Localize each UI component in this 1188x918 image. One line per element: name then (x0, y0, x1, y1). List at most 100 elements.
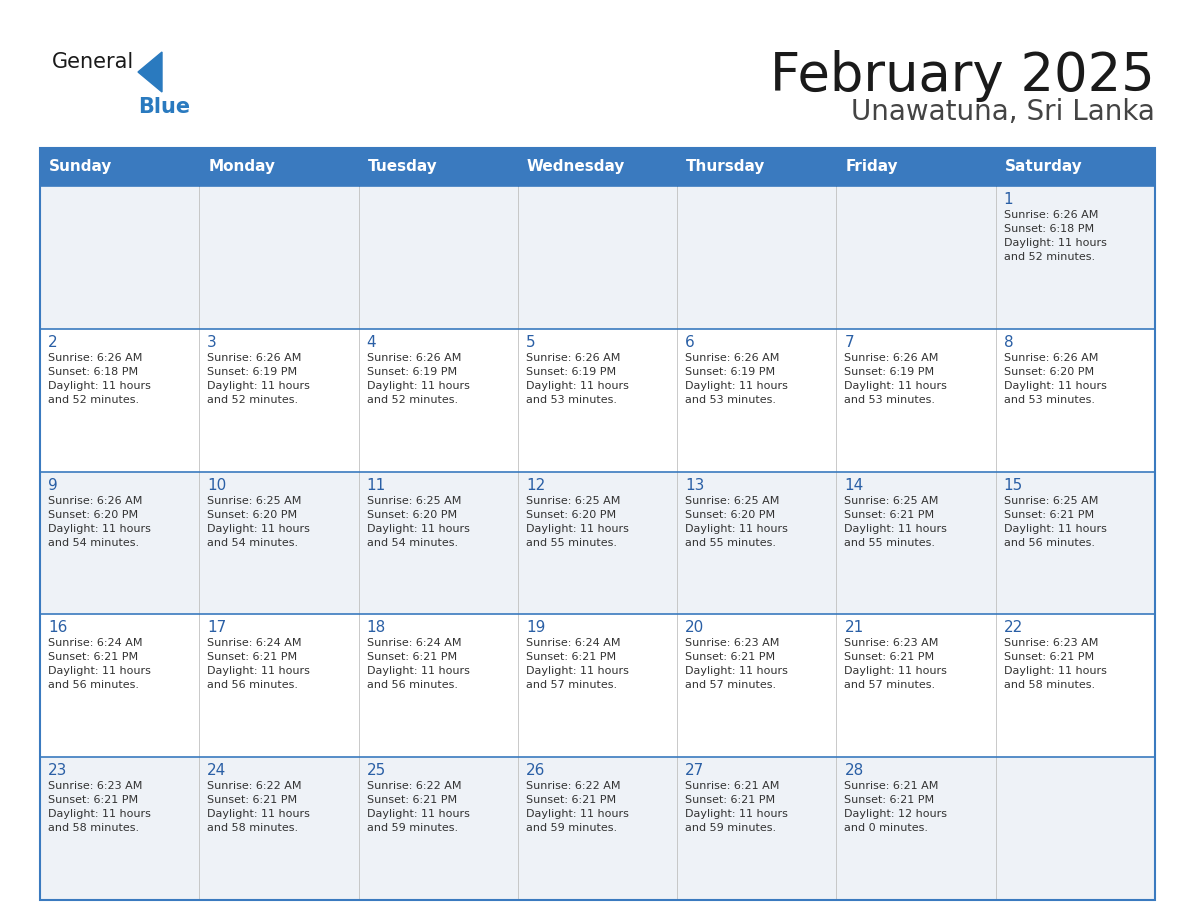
Text: Daylight: 11 hours: Daylight: 11 hours (845, 381, 947, 391)
Text: Daylight: 11 hours: Daylight: 11 hours (207, 809, 310, 819)
Bar (518, 614, 677, 757)
Text: and 54 minutes.: and 54 minutes. (367, 538, 457, 548)
Bar (359, 148, 518, 186)
Text: Sunset: 6:20 PM: Sunset: 6:20 PM (1004, 367, 1094, 376)
Bar (996, 148, 1155, 186)
Text: and 53 minutes.: and 53 minutes. (1004, 395, 1094, 405)
Text: Sunrise: 6:24 AM: Sunrise: 6:24 AM (526, 638, 620, 648)
Text: Sunset: 6:21 PM: Sunset: 6:21 PM (685, 795, 776, 805)
Text: Sunset: 6:19 PM: Sunset: 6:19 PM (526, 367, 617, 376)
Bar (40, 148, 1155, 900)
Text: Sunset: 6:21 PM: Sunset: 6:21 PM (1004, 653, 1094, 663)
Text: and 53 minutes.: and 53 minutes. (685, 395, 776, 405)
Text: Daylight: 11 hours: Daylight: 11 hours (526, 809, 628, 819)
Text: Sunset: 6:19 PM: Sunset: 6:19 PM (845, 367, 935, 376)
Bar (677, 757, 836, 900)
Bar (200, 329, 359, 472)
Text: Daylight: 11 hours: Daylight: 11 hours (367, 809, 469, 819)
Bar (677, 472, 836, 614)
Text: Sunset: 6:21 PM: Sunset: 6:21 PM (845, 795, 935, 805)
Text: Sunset: 6:20 PM: Sunset: 6:20 PM (367, 509, 456, 520)
Text: Daylight: 11 hours: Daylight: 11 hours (526, 666, 628, 677)
Text: and 54 minutes.: and 54 minutes. (48, 538, 139, 548)
Text: Sunrise: 6:25 AM: Sunrise: 6:25 AM (1004, 496, 1098, 506)
Bar (40, 186, 200, 329)
Bar (200, 472, 359, 614)
Text: and 58 minutes.: and 58 minutes. (48, 823, 139, 834)
Text: Sunrise: 6:24 AM: Sunrise: 6:24 AM (48, 638, 143, 648)
Text: Daylight: 11 hours: Daylight: 11 hours (685, 381, 788, 391)
Text: Daylight: 11 hours: Daylight: 11 hours (685, 523, 788, 533)
Text: and 57 minutes.: and 57 minutes. (845, 680, 936, 690)
Text: Wednesday: Wednesday (526, 160, 625, 174)
Text: Sunrise: 6:22 AM: Sunrise: 6:22 AM (207, 781, 302, 791)
Text: Sunrise: 6:26 AM: Sunrise: 6:26 AM (207, 353, 302, 363)
Text: Daylight: 11 hours: Daylight: 11 hours (48, 666, 151, 677)
Text: and 0 minutes.: and 0 minutes. (845, 823, 929, 834)
Text: Sunset: 6:21 PM: Sunset: 6:21 PM (685, 653, 776, 663)
Bar (996, 614, 1155, 757)
Bar (836, 148, 996, 186)
Text: Sunrise: 6:26 AM: Sunrise: 6:26 AM (48, 496, 143, 506)
Text: 9: 9 (48, 477, 58, 493)
Text: Sunset: 6:21 PM: Sunset: 6:21 PM (207, 795, 297, 805)
Text: Daylight: 11 hours: Daylight: 11 hours (48, 381, 151, 391)
Text: Thursday: Thursday (687, 160, 765, 174)
Text: Sunrise: 6:23 AM: Sunrise: 6:23 AM (48, 781, 143, 791)
Bar (996, 186, 1155, 329)
Text: Sunrise: 6:25 AM: Sunrise: 6:25 AM (526, 496, 620, 506)
Text: Sunset: 6:19 PM: Sunset: 6:19 PM (367, 367, 456, 376)
Text: Daylight: 11 hours: Daylight: 11 hours (526, 381, 628, 391)
Text: Sunrise: 6:23 AM: Sunrise: 6:23 AM (1004, 638, 1098, 648)
Text: 15: 15 (1004, 477, 1023, 493)
Text: Sunset: 6:21 PM: Sunset: 6:21 PM (207, 653, 297, 663)
Text: Sunrise: 6:23 AM: Sunrise: 6:23 AM (845, 638, 939, 648)
Text: Monday: Monday (208, 160, 276, 174)
Text: Sunset: 6:21 PM: Sunset: 6:21 PM (48, 795, 138, 805)
Bar (677, 329, 836, 472)
Text: and 56 minutes.: and 56 minutes. (1004, 538, 1094, 548)
Text: Sunset: 6:19 PM: Sunset: 6:19 PM (685, 367, 776, 376)
Text: Sunrise: 6:23 AM: Sunrise: 6:23 AM (685, 638, 779, 648)
Text: 16: 16 (48, 621, 68, 635)
Text: Sunrise: 6:24 AM: Sunrise: 6:24 AM (207, 638, 302, 648)
Text: 2: 2 (48, 335, 58, 350)
Text: Sunrise: 6:25 AM: Sunrise: 6:25 AM (845, 496, 939, 506)
Text: 1: 1 (1004, 192, 1013, 207)
Text: Sunrise: 6:25 AM: Sunrise: 6:25 AM (207, 496, 302, 506)
Bar (359, 472, 518, 614)
Text: and 55 minutes.: and 55 minutes. (526, 538, 617, 548)
Text: Sunrise: 6:22 AM: Sunrise: 6:22 AM (526, 781, 620, 791)
Text: 25: 25 (367, 763, 386, 778)
Text: Friday: Friday (846, 160, 898, 174)
Text: 6: 6 (685, 335, 695, 350)
Text: and 59 minutes.: and 59 minutes. (367, 823, 457, 834)
Text: and 53 minutes.: and 53 minutes. (526, 395, 617, 405)
Bar (677, 614, 836, 757)
Text: Daylight: 11 hours: Daylight: 11 hours (1004, 523, 1106, 533)
Bar (677, 186, 836, 329)
Bar (518, 757, 677, 900)
Text: Sunset: 6:21 PM: Sunset: 6:21 PM (1004, 509, 1094, 520)
Text: 14: 14 (845, 477, 864, 493)
Text: 13: 13 (685, 477, 704, 493)
Bar (518, 472, 677, 614)
Bar (518, 148, 677, 186)
Text: 17: 17 (207, 621, 227, 635)
Text: Sunrise: 6:26 AM: Sunrise: 6:26 AM (845, 353, 939, 363)
Text: Daylight: 11 hours: Daylight: 11 hours (1004, 381, 1106, 391)
Text: and 55 minutes.: and 55 minutes. (685, 538, 776, 548)
Text: 26: 26 (526, 763, 545, 778)
Text: Sunrise: 6:25 AM: Sunrise: 6:25 AM (685, 496, 779, 506)
Text: 12: 12 (526, 477, 545, 493)
Text: and 58 minutes.: and 58 minutes. (1004, 680, 1095, 690)
Polygon shape (138, 52, 162, 92)
Text: Sunrise: 6:24 AM: Sunrise: 6:24 AM (367, 638, 461, 648)
Text: Sunrise: 6:26 AM: Sunrise: 6:26 AM (526, 353, 620, 363)
Text: Sunday: Sunday (49, 160, 113, 174)
Text: Sunset: 6:18 PM: Sunset: 6:18 PM (48, 367, 138, 376)
Bar (836, 472, 996, 614)
Text: and 57 minutes.: and 57 minutes. (685, 680, 776, 690)
Bar (200, 148, 359, 186)
Text: Daylight: 11 hours: Daylight: 11 hours (685, 809, 788, 819)
